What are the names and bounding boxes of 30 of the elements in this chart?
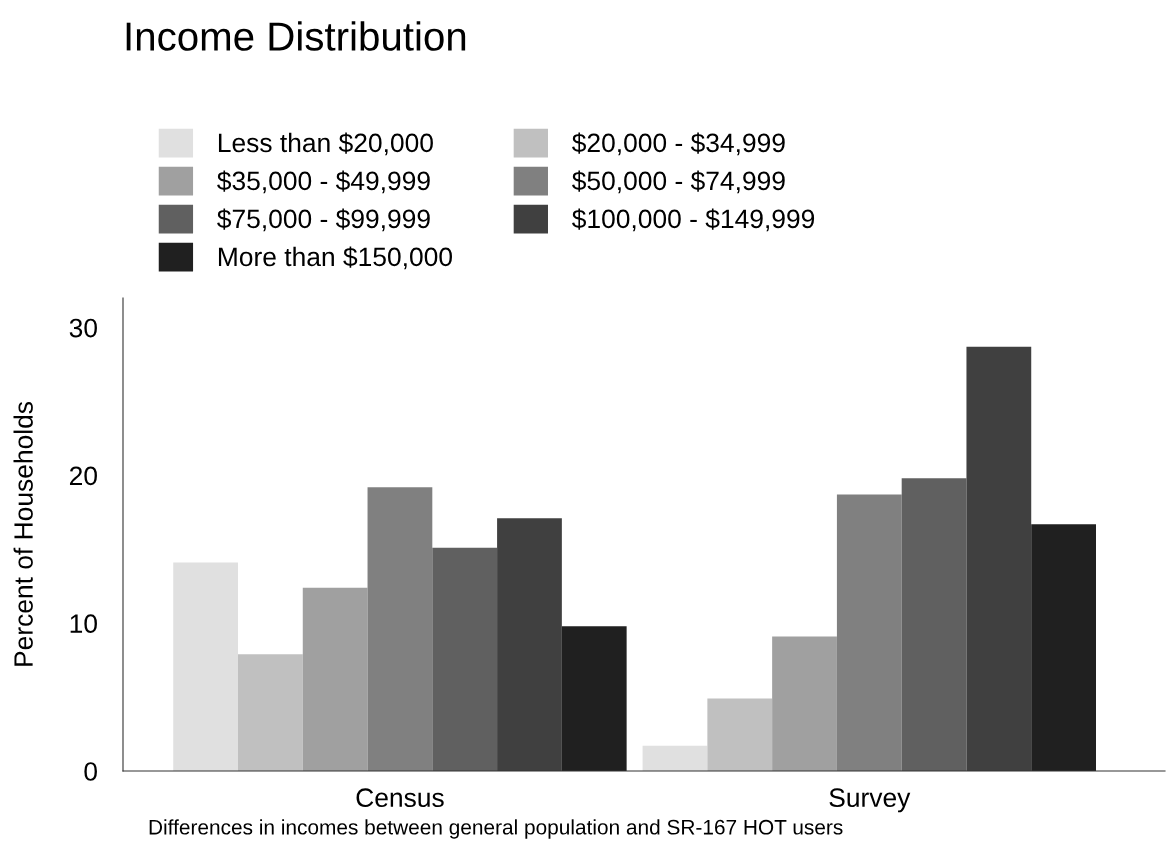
bar — [238, 654, 303, 771]
bar — [367, 487, 433, 771]
x-tick-label: Survey — [829, 788, 911, 813]
bar — [1031, 524, 1096, 771]
bar — [561, 626, 627, 771]
legend-label: $50,000 - $74,999 — [572, 170, 785, 194]
legend-label: More than $150,000 — [218, 246, 452, 270]
bar — [836, 494, 902, 771]
y-tick-label: 20 — [69, 466, 97, 486]
y-tick-label: 30 — [69, 318, 97, 338]
legend-label: $75,000 - $99,999 — [217, 208, 430, 232]
y-tick-label: 0 — [84, 762, 97, 781]
y-axis-title: Percent of Households — [13, 401, 33, 666]
legend-label: $35,000 - $49,999 — [217, 170, 430, 194]
bar — [707, 698, 773, 771]
bar — [642, 745, 708, 771]
bar — [901, 478, 967, 771]
legend-label: $100,000 - $149,999 — [572, 208, 815, 232]
bar — [432, 547, 498, 771]
bar — [966, 346, 1032, 771]
legend-label: Less than $20,000 — [218, 132, 433, 156]
bar — [173, 562, 238, 771]
y-tick-label: 10 — [70, 614, 97, 634]
bar — [772, 636, 837, 771]
text: Differences in incomes between general population and SR-167 HOT users — [149, 819, 843, 839]
bar — [497, 518, 562, 771]
bar — [302, 587, 368, 771]
chart-title: Income Distribution — [126, 21, 466, 51]
x-tick-label: Census — [356, 788, 444, 808]
legend-label: $20,000 - $34,999 — [572, 132, 785, 156]
